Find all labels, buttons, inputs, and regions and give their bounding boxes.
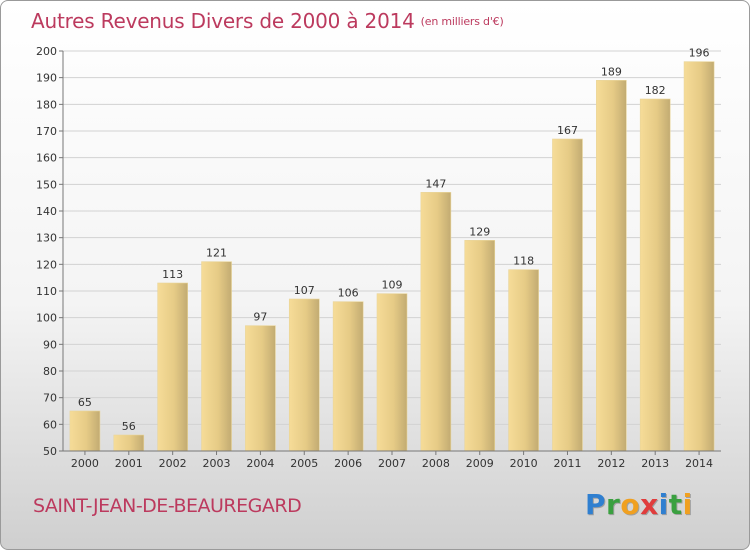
data-label: 129: [469, 225, 490, 238]
axes: 50 60 70 80 90 100 110 120 130 140 150 160 170 180 190…: [36, 45, 721, 470]
data-label: 118: [513, 255, 534, 268]
x-tick-label: 2014: [685, 457, 713, 470]
y-tick-label: 110: [36, 285, 57, 298]
data-label: 121: [206, 247, 227, 260]
y-tick-label: 90: [43, 338, 57, 351]
bar: [201, 261, 232, 452]
chart-title: Autres Revenus Divers de 2000 à 2014 (en …: [31, 9, 504, 33]
x-tick-label: 2013: [641, 457, 669, 470]
bar: [508, 269, 539, 452]
y-tick-label: 170: [36, 125, 57, 138]
x-tick-label: 2005: [290, 457, 318, 470]
data-label: 113: [162, 268, 183, 281]
y-tick-label: 80: [43, 365, 57, 378]
data-label: 109: [382, 279, 403, 292]
x-tick-label: 2011: [553, 457, 581, 470]
logo-letter: o: [620, 488, 641, 521]
logo-letter: i: [682, 488, 693, 521]
data-label: 182: [645, 84, 666, 97]
bar: [332, 301, 364, 452]
proxiti-logo: Proxiti: [585, 488, 693, 521]
chart-title-text: Autres Revenus Divers de 2000 à 2014: [31, 9, 415, 33]
bar: [69, 410, 101, 452]
data-label: 189: [601, 65, 622, 78]
data-label: 147: [425, 177, 446, 190]
x-tick-label: 2006: [334, 457, 362, 470]
y-tick-label: 100: [36, 312, 57, 325]
bar: [245, 325, 276, 452]
y-tick-label: 200: [36, 45, 57, 58]
chart-subtitle: (en milliers d'€): [420, 15, 504, 28]
data-label: 65: [78, 396, 92, 409]
x-tick-label: 2012: [597, 457, 625, 470]
data-label: 167: [557, 124, 578, 137]
bar: [376, 293, 408, 452]
logo-letter: i: [658, 488, 669, 521]
location-name: SAINT-JEAN-DE-BEAUREGARD: [33, 495, 302, 517]
data-label: 106: [338, 287, 359, 300]
bar: [552, 138, 583, 452]
x-tick-label: 2010: [510, 457, 538, 470]
logo-letter: r: [606, 488, 621, 521]
data-label: 97: [253, 311, 267, 324]
x-tick-label: 2000: [71, 457, 99, 470]
y-tick-label: 160: [36, 152, 57, 165]
bars: 65 56 113 121 97 107 106 109 147 129 118 167 189 182 1…: [69, 47, 715, 452]
bar: [596, 80, 627, 452]
y-tick-label: 190: [36, 72, 57, 85]
y-tick-label: 180: [36, 98, 57, 111]
y-tick-label: 120: [36, 258, 57, 271]
y-tick-label: 50: [43, 445, 57, 458]
bar: [683, 61, 715, 452]
x-tick-label: 2002: [159, 457, 187, 470]
x-tick-label: 2001: [115, 457, 143, 470]
data-label: 196: [689, 47, 710, 60]
bar: [113, 434, 145, 452]
logo-letter: x: [640, 488, 659, 521]
bar: [157, 282, 188, 452]
data-label: 56: [122, 420, 136, 433]
x-tick-label: 2004: [246, 457, 274, 470]
logo-letter: P: [585, 488, 607, 521]
y-tick-label: 140: [36, 205, 57, 218]
y-tick-label: 70: [43, 392, 57, 405]
bar: [639, 98, 671, 452]
y-tick-label: 130: [36, 232, 57, 245]
x-tick-label: 2007: [378, 457, 406, 470]
logo-letter: t: [668, 488, 683, 521]
y-tick-label: 60: [43, 418, 57, 431]
x-tick-label: 2008: [422, 457, 450, 470]
x-tick-label: 2003: [203, 457, 231, 470]
bar: [464, 240, 496, 452]
x-tick-label: 2009: [466, 457, 494, 470]
bar: [288, 298, 320, 452]
data-label: 107: [294, 284, 315, 297]
y-tick-label: 150: [36, 178, 57, 191]
bar: [420, 192, 452, 452]
